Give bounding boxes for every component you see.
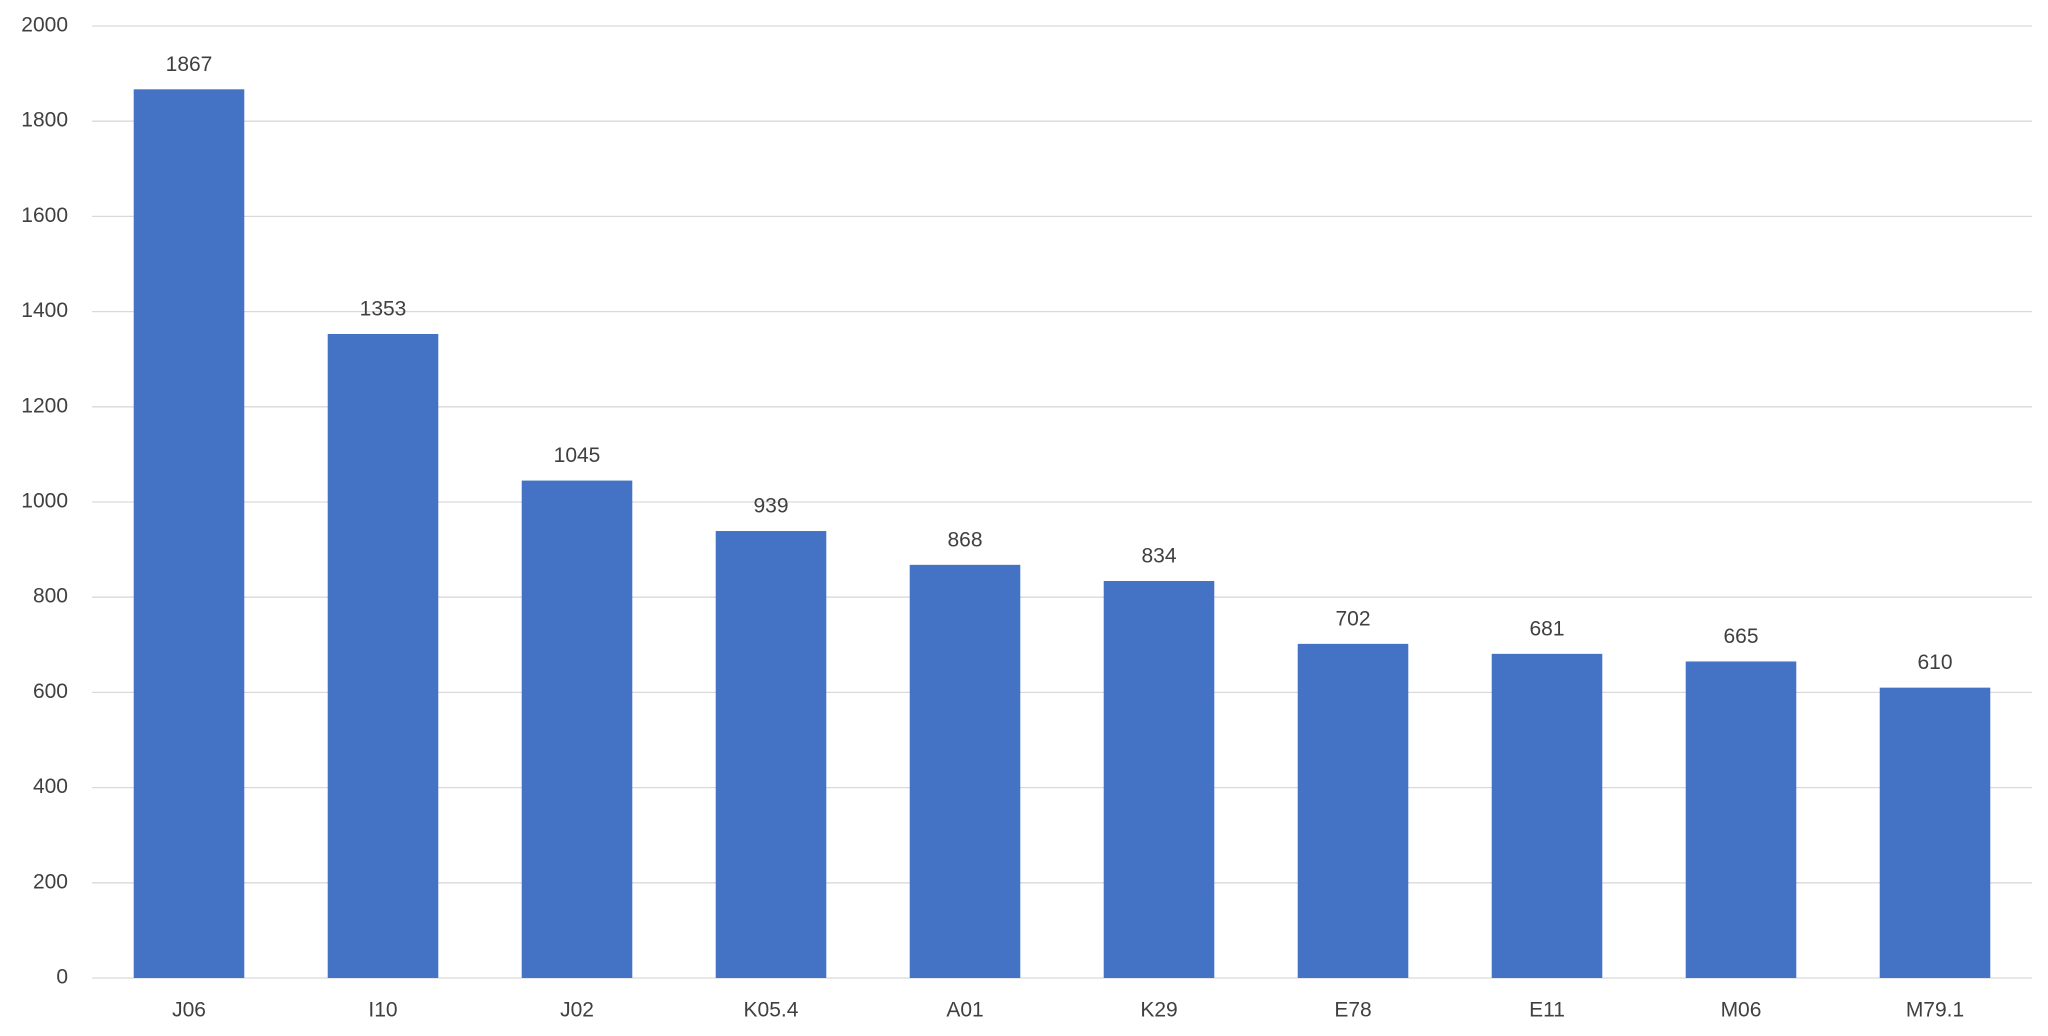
y-tick-label: 1800 [21,109,68,132]
y-tick-label: 600 [33,680,68,703]
data-label: 610 [1917,651,1952,674]
y-tick-label: 0 [56,966,68,989]
bar [1297,643,1409,978]
x-tick-label: I10 [368,999,397,1022]
bar [327,333,439,978]
x-tick-label: A01 [946,999,983,1022]
y-tick-label: 1200 [21,394,68,417]
data-label: 834 [1141,545,1176,568]
data-label: 868 [947,528,982,551]
data-label: 1867 [166,53,213,76]
y-tick-label: 400 [33,775,68,798]
bar [1879,687,1991,978]
y-tick-label: 1400 [21,299,68,322]
y-tick-label: 800 [33,585,68,608]
data-label: 665 [1723,625,1758,648]
x-tick-label: E78 [1334,999,1371,1022]
y-tick-label: 1000 [21,490,68,513]
bar [715,531,827,978]
y-tick-label: 1600 [21,204,68,227]
data-label: 1045 [554,444,601,467]
bar [1491,653,1603,978]
x-tick-label: M06 [1721,999,1762,1022]
data-label: 1353 [360,298,407,321]
data-label: 702 [1335,607,1370,630]
bar [1685,661,1797,978]
data-label: 681 [1529,617,1564,640]
x-tick-label: J06 [172,999,206,1022]
bar [909,564,1021,978]
y-tick-label: 200 [33,870,68,893]
y-tick-label: 2000 [21,14,68,37]
bar [133,89,245,979]
x-tick-label: M79.1 [1906,999,1964,1022]
x-tick-label: K05.4 [744,999,799,1022]
x-tick-label: K29 [1140,999,1177,1022]
bar [521,480,633,978]
data-label: 939 [753,495,788,518]
x-tick-label: E11 [1529,999,1565,1022]
x-tick-label: J02 [560,999,594,1022]
bar [1103,581,1215,978]
